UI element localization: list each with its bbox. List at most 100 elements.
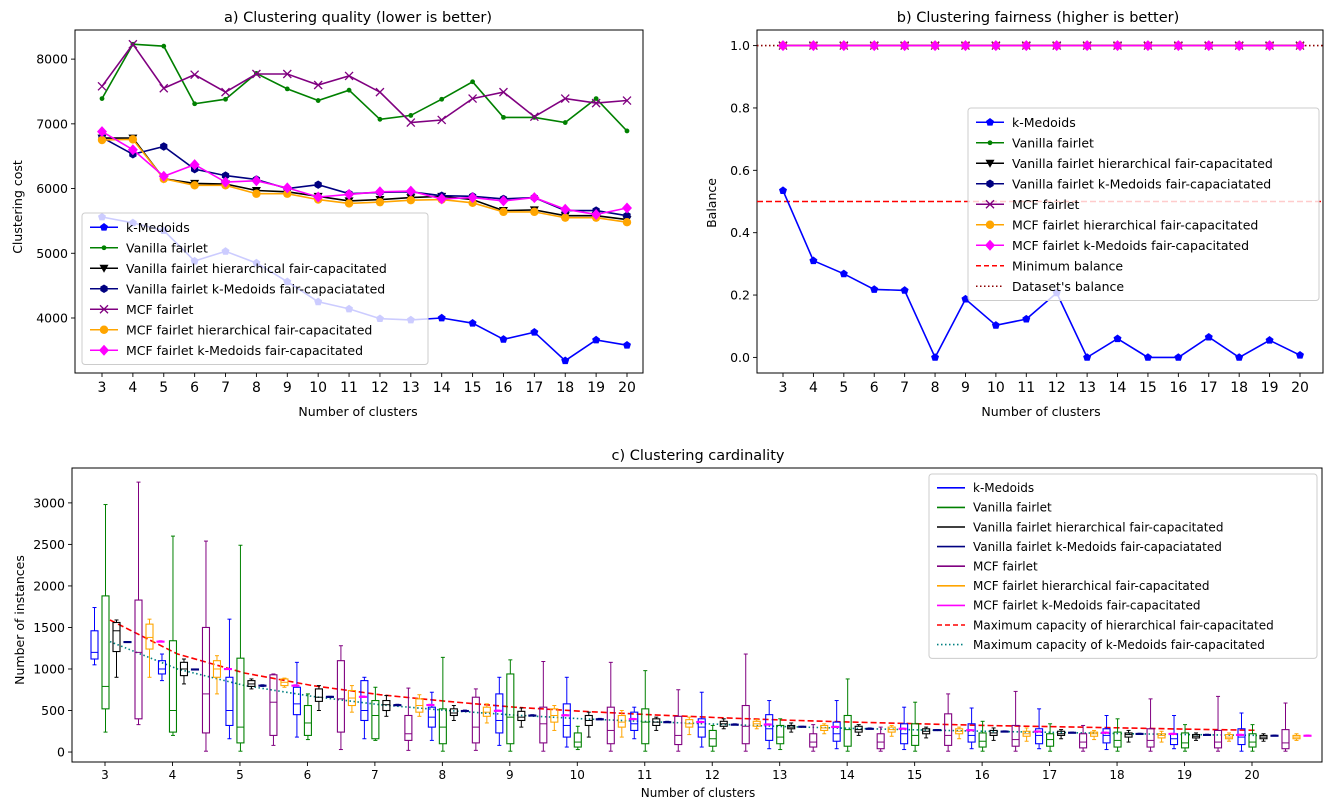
data-point (529, 112, 539, 122)
box-iqr (697, 718, 706, 738)
data-point (405, 185, 416, 197)
box-plot (247, 678, 256, 690)
data-point (375, 197, 385, 207)
data-point (808, 40, 819, 52)
box-iqr (236, 657, 245, 744)
capacity-curve (109, 619, 1258, 732)
legend-label: Vanilla fairlet hierarchical fair-capaci… (973, 520, 1223, 534)
box-plot (561, 714, 570, 717)
box-iqr (539, 706, 548, 744)
data-point (408, 113, 414, 118)
legend-entry: Minimum balance (976, 258, 1123, 273)
box-plot (1135, 732, 1144, 735)
box-plot (1033, 730, 1042, 733)
box-plot (179, 658, 189, 685)
data-point (160, 142, 168, 151)
data-point (499, 207, 508, 217)
legend-entry: Vanilla fairlet k-Medoids fair-capaciata… (90, 281, 385, 296)
series-line (101, 42, 628, 124)
box-plot (865, 727, 874, 730)
box-plot (887, 724, 896, 737)
legend-entry: MCF fairlet hierarchical fair-capacitate… (937, 579, 1209, 593)
box-iqr (404, 714, 413, 741)
x-tick-label: 12 (371, 380, 389, 396)
x-tick-label: 16 (1169, 380, 1187, 396)
box-plot (1000, 730, 1009, 733)
y-tick-label: 0.4 (730, 225, 750, 240)
box-plot (1248, 724, 1257, 752)
series-line (782, 190, 1301, 360)
box-plot (236, 544, 245, 752)
panel-b-xlabel: Number of clusters (981, 404, 1100, 419)
box-iqr (336, 660, 345, 733)
data-point (530, 328, 539, 336)
x-tick-label: 6 (190, 380, 199, 396)
legend-entry: k-Medoids (90, 220, 190, 235)
legend-label: Vanilla fairlet (973, 501, 1052, 515)
data-point (622, 96, 632, 106)
box-plot (1303, 734, 1312, 737)
box-iqr (876, 733, 885, 750)
legend-marker (99, 344, 109, 356)
data-point (899, 40, 910, 52)
box-iqr (967, 723, 976, 743)
box-plot (719, 718, 728, 730)
box-iqr (145, 623, 154, 650)
box-series (134, 481, 1290, 752)
box-plot (696, 720, 705, 724)
data-point (97, 81, 107, 91)
x-tick-label: 13 (772, 768, 787, 782)
panel-a-title: a) Clustering quality (lower is better) (224, 10, 492, 26)
data-point (468, 94, 478, 104)
box-plot (134, 481, 143, 726)
x-tick-label: 9 (283, 380, 292, 396)
box-iqr (112, 621, 121, 653)
box-plot (539, 661, 548, 752)
box-series (145, 618, 1301, 743)
box-iqr (506, 673, 515, 745)
data-point (377, 116, 383, 122)
y-tick-label: 0 (57, 745, 65, 760)
legend-entry: MCF fairlet (90, 302, 194, 317)
legend-label: MCF fairlet k-Medoids fair-capacitated (973, 599, 1201, 613)
box-plot (101, 504, 110, 733)
box-plot (1224, 732, 1234, 742)
box-iqr (944, 713, 953, 746)
legend-label: Dataset's balance (1012, 279, 1124, 294)
data-point (1113, 334, 1122, 343)
legend-entry: Maximum capacity of k-Medoids fair-capac… (937, 638, 1265, 652)
data-point (1051, 40, 1062, 52)
data-point (1265, 336, 1274, 344)
box-plot (157, 653, 167, 682)
x-tick-label: 17 (1042, 768, 1057, 782)
legend-label: MCF fairlet hierarchical fair-capacitate… (973, 579, 1209, 593)
data-point (192, 101, 198, 107)
box-plot (190, 668, 200, 671)
box-iqr (641, 708, 650, 745)
x-tick-label: 11 (637, 768, 652, 782)
x-tick-label: 4 (169, 768, 177, 782)
box-plot (922, 726, 931, 739)
data-point (838, 40, 849, 52)
series (97, 39, 632, 128)
box-plot (978, 720, 987, 752)
x-tick-label: 20 (618, 380, 636, 396)
x-tick-label: 7 (371, 768, 379, 782)
series (97, 135, 632, 227)
legend-label: MCF fairlet k-Medoids fair-capacitated (126, 343, 363, 358)
legend-label: Vanilla fairlet hierarchical fair-capaci… (1012, 156, 1273, 171)
series-line (101, 138, 628, 223)
box-iqr (1281, 729, 1290, 750)
data-point (158, 170, 169, 182)
panel-c-plot: 3 4 5 6 7 8 9 10 11 12 13 14 15 16 17 18 19 20 0 500 1000 150… (33, 467, 1323, 782)
legend-marker (986, 118, 994, 126)
data-point (900, 286, 909, 294)
legend-label: k-Medoids (1012, 115, 1076, 130)
box-plot (989, 727, 998, 741)
box-plot (325, 695, 334, 698)
box-plot (1169, 714, 1179, 750)
data-point (499, 87, 508, 97)
box-plot (1146, 698, 1155, 752)
data-point (97, 135, 107, 145)
